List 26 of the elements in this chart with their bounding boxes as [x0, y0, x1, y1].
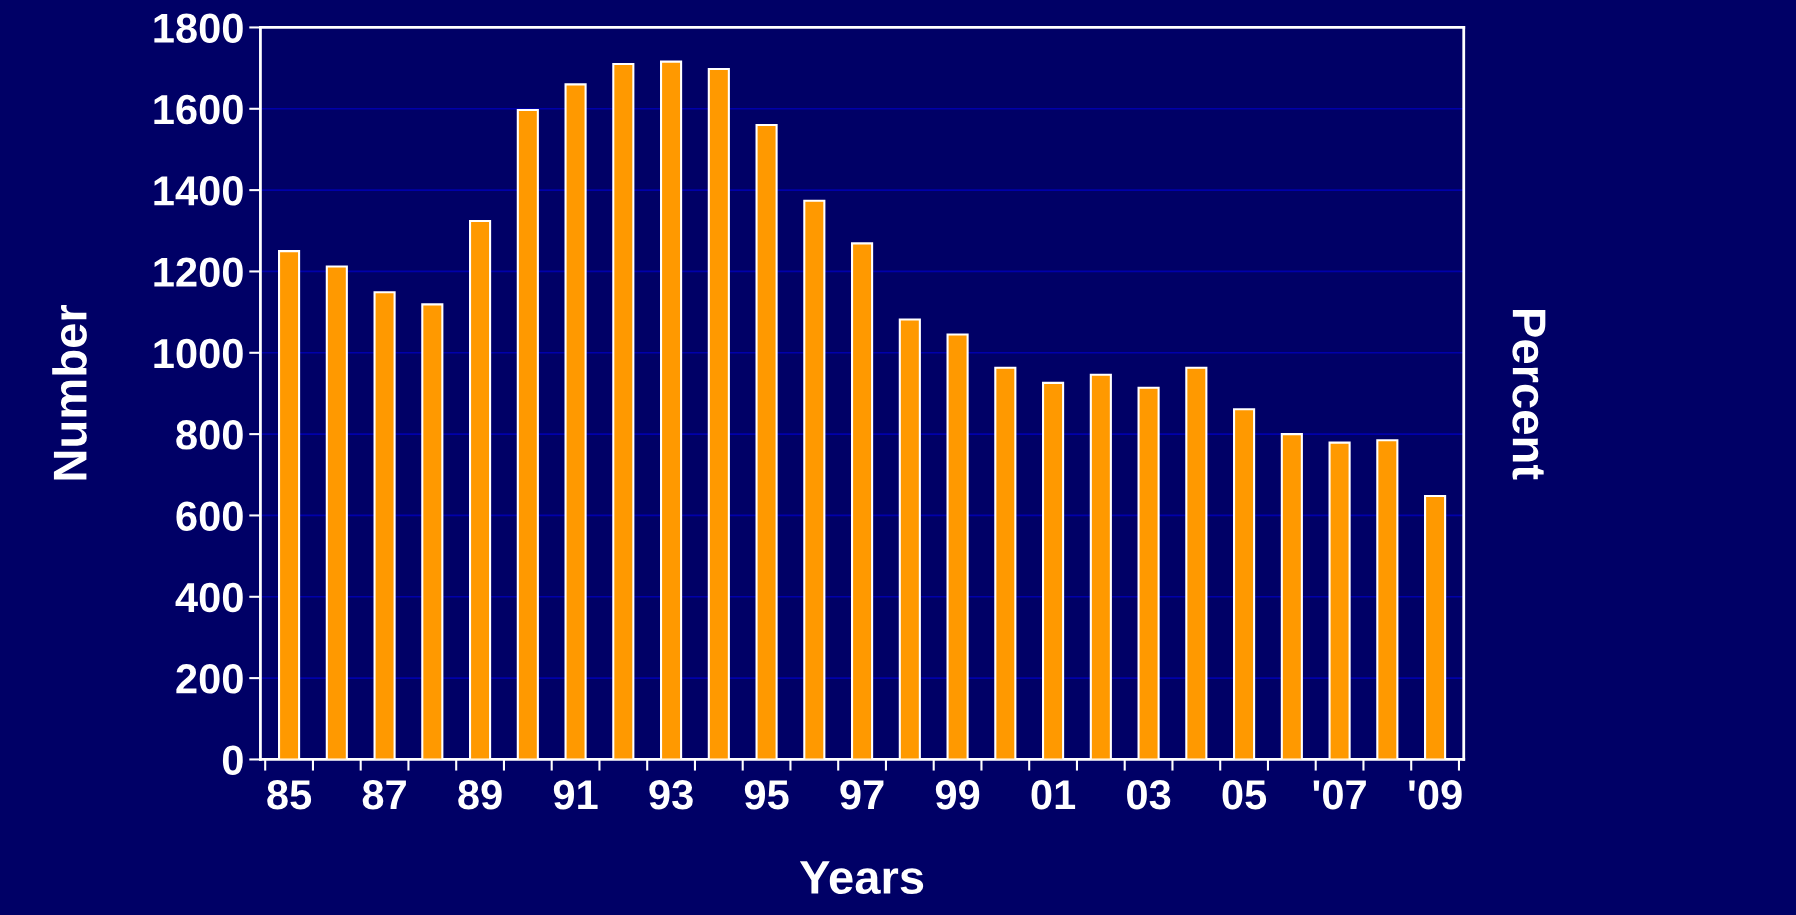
y2-axis-title: Percent [1512, 310, 1546, 480]
x-tick-label: 99 [935, 779, 980, 810]
y-tick-label: 0 [222, 745, 243, 775]
x-tick-label: 01 [1031, 779, 1076, 810]
y-tick-label: 1800 [154, 13, 243, 43]
y-tick-label: 400 [175, 582, 243, 613]
x-tick-label: 95 [744, 779, 789, 810]
x-tick-label: 97 [840, 779, 884, 810]
y-tick-label: 1400 [154, 176, 243, 206]
x-tick-label: 03 [1127, 779, 1171, 810]
x-tick-label: 05 [1222, 779, 1267, 810]
x-tick-label: 87 [362, 779, 406, 810]
y-axis-title: Number [52, 304, 87, 480]
x-tick-label: 85 [267, 779, 312, 810]
x-tick-label: '07 [1313, 779, 1366, 810]
y-tick-label: 200 [176, 664, 243, 694]
y-tick-label: 1200 [154, 257, 243, 287]
x-tick-label: 93 [649, 779, 693, 810]
y-tick-label: 600 [176, 501, 243, 531]
y-tick-label: 800 [176, 420, 243, 450]
x-tick-label: 89 [458, 779, 502, 810]
x-tick-label: '09 [1409, 779, 1462, 810]
x-tick-label: 91 [553, 779, 598, 810]
x-axis-title: Years [799, 861, 924, 895]
y-tick-label: 1600 [154, 94, 243, 125]
y-tick-label: 1000 [154, 338, 243, 369]
